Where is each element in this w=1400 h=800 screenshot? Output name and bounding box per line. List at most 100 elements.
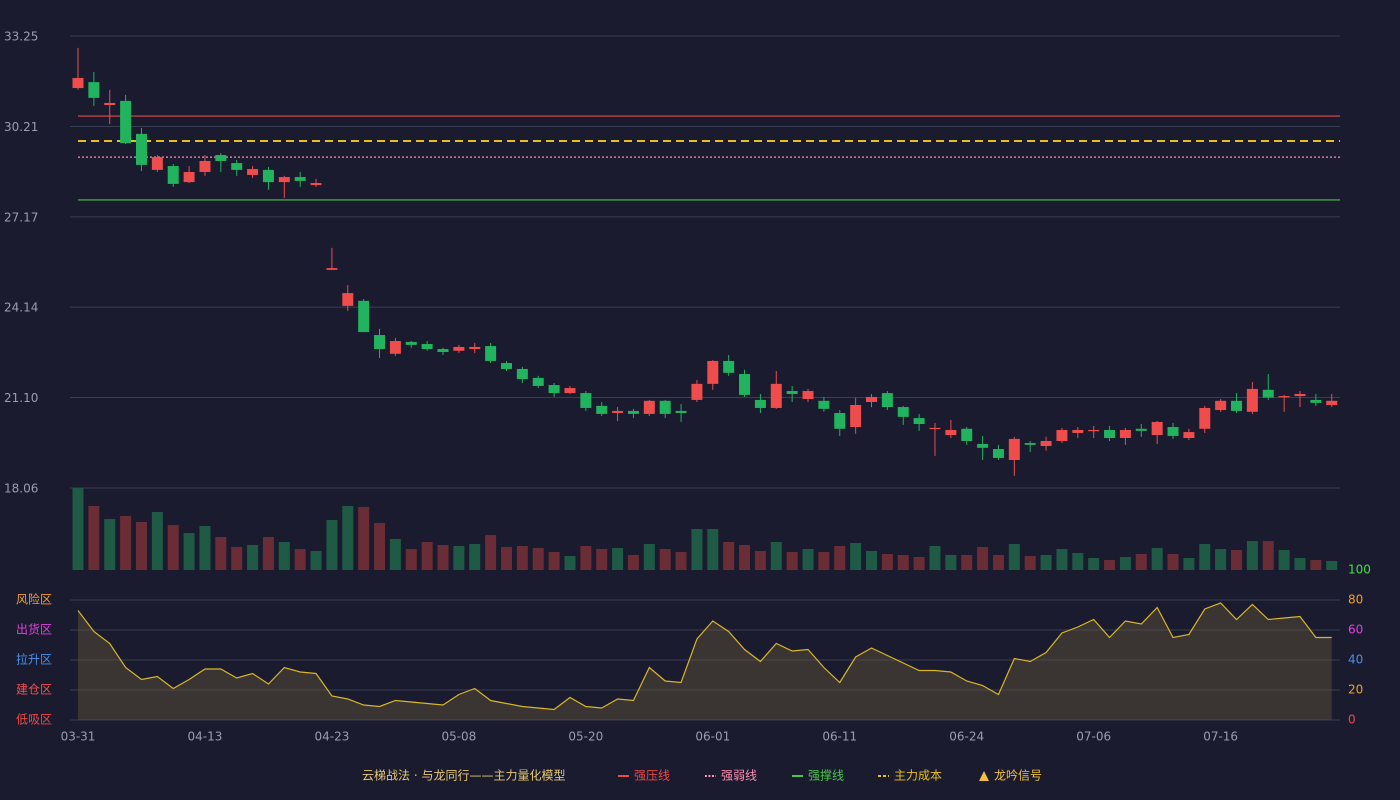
y-tick-label: 27.17 — [4, 210, 38, 224]
volume-bar — [945, 555, 957, 570]
candle-body — [1231, 400, 1243, 411]
volume-bar — [358, 507, 370, 570]
candle-body — [405, 341, 417, 345]
volume-bar — [1310, 560, 1322, 570]
candle-body — [675, 410, 687, 414]
volume-bar — [278, 542, 290, 570]
legend-label: 强弱线 — [721, 769, 757, 783]
volume-bar — [977, 547, 989, 570]
candle-body — [1104, 429, 1116, 439]
zone-label: 风险区 — [16, 592, 52, 607]
candle-body — [580, 393, 592, 408]
candle-body — [850, 404, 862, 427]
candle-body — [1072, 429, 1084, 433]
candle-body — [516, 368, 528, 380]
y-tick-label: 60 — [1348, 623, 1363, 637]
volume-bar — [437, 545, 449, 570]
candle-body — [1310, 399, 1322, 403]
volume-bar — [659, 549, 671, 570]
volume-bar — [310, 551, 322, 570]
candle-body — [1135, 428, 1147, 431]
candle-body — [247, 169, 259, 175]
volume-bar — [1135, 554, 1147, 570]
candle-body — [723, 360, 735, 373]
candle-body — [1278, 396, 1290, 398]
candle-body — [358, 300, 370, 333]
volume-bar — [897, 555, 909, 570]
candle-body — [1199, 407, 1211, 429]
candle-body — [659, 400, 671, 414]
zone-label: 建仓区 — [16, 683, 52, 697]
volume-bar — [1167, 554, 1179, 570]
volume-bar — [707, 529, 719, 570]
y-tick-label: 0 — [1348, 713, 1356, 727]
volume-bar — [1278, 550, 1290, 570]
volume-bar — [247, 545, 259, 570]
volume-bar — [231, 547, 243, 570]
candle-body — [278, 177, 290, 183]
candle-body — [326, 268, 338, 270]
y-tick-label: 30.21 — [4, 120, 38, 134]
volume-bar — [326, 520, 338, 570]
zone-label: 低吸区 — [16, 713, 52, 727]
legend-label: 主力成本 — [894, 769, 942, 783]
volume-bar — [580, 546, 592, 570]
candle-body — [786, 390, 798, 394]
volume-bar — [389, 539, 401, 570]
volume-bar — [1104, 560, 1116, 570]
x-tick-label: 04-23 — [314, 730, 349, 744]
volume-bar — [1215, 549, 1227, 570]
candle-body — [88, 82, 100, 98]
candle-body — [627, 410, 639, 414]
candle-body — [500, 363, 512, 369]
volume-bar — [294, 549, 306, 570]
x-tick-label: 06-24 — [949, 730, 984, 744]
indicator-area — [78, 603, 1332, 720]
candle-body — [183, 171, 195, 183]
candle-body — [262, 169, 274, 183]
y-tick-label: 24.14 — [4, 301, 38, 315]
candle-body — [104, 102, 116, 106]
candle-body — [342, 293, 354, 306]
candle-body — [564, 388, 576, 394]
volume-bar — [104, 519, 116, 570]
candle-body — [389, 341, 401, 354]
volume-bar — [1231, 550, 1243, 570]
candle-body — [834, 413, 846, 429]
candle-body — [215, 155, 227, 161]
volume-bar — [691, 529, 703, 570]
candle-body — [485, 346, 497, 361]
volume-bar — [866, 551, 877, 570]
x-tick-label: 05-20 — [568, 730, 603, 744]
volume-bar — [675, 552, 687, 570]
x-tick-label: 07-16 — [1203, 730, 1238, 744]
volume-bar — [342, 506, 354, 570]
volume-bar — [1262, 541, 1274, 570]
x-tick-label: 04-13 — [188, 730, 223, 744]
candle-body — [754, 399, 766, 408]
candle-body — [929, 427, 941, 430]
volume-bar — [72, 488, 84, 570]
volume-bar — [1119, 557, 1131, 570]
candle-body — [691, 383, 703, 400]
volume-bar — [1024, 556, 1036, 570]
x-tick-label: 06-01 — [695, 730, 730, 744]
volume-bar — [1151, 548, 1163, 570]
candle-body — [294, 177, 306, 181]
volume-bar — [1088, 558, 1100, 570]
volume-bar — [262, 537, 274, 570]
legend-label: 龙吟信号 — [994, 768, 1042, 783]
volume-bar — [1326, 561, 1338, 570]
candle-body — [1056, 429, 1068, 441]
candle-body — [1088, 429, 1100, 432]
legend-label: 强撑线 — [808, 768, 844, 783]
candle-body — [532, 377, 544, 386]
candle-body — [866, 396, 877, 403]
volume-bar — [405, 549, 417, 570]
volume-bar — [516, 546, 528, 570]
candle-body — [770, 383, 782, 408]
volume-bar — [596, 549, 608, 570]
x-tick-label: 05-08 — [441, 730, 476, 744]
candle-body — [1008, 438, 1020, 461]
y-tick-label: 33.25 — [4, 30, 38, 44]
